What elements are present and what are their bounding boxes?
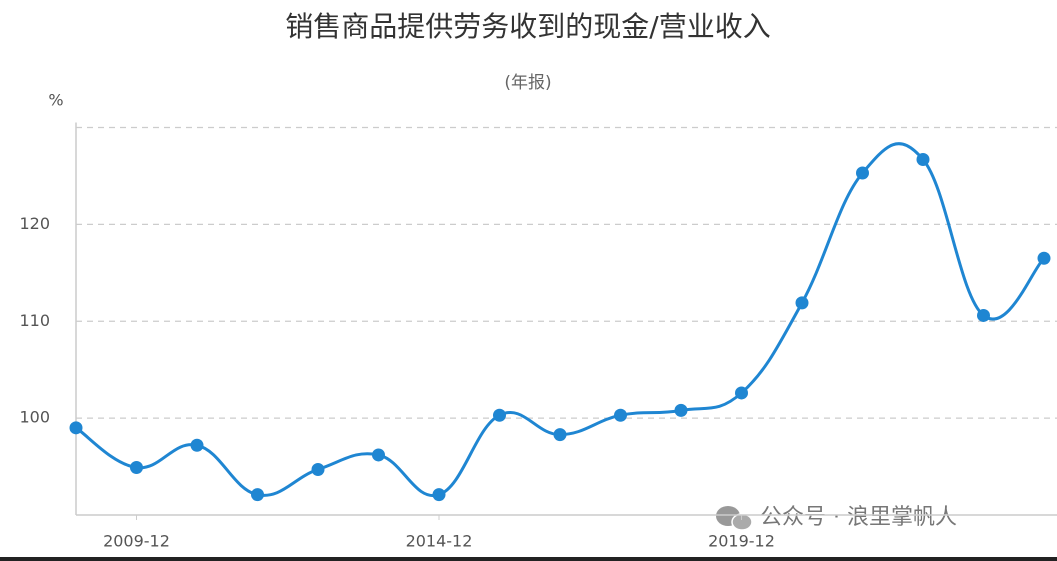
data-point: [190, 438, 204, 452]
chart-subtitle: (年报): [504, 73, 551, 93]
data-point: [493, 408, 506, 422]
y-tick-label: 110: [19, 311, 50, 330]
chart-title: 销售商品提供劳务收到的现金/营业收入: [285, 10, 770, 43]
data-point: [311, 462, 325, 476]
watermark-text: 公众号 · 浪里掌帆人: [760, 505, 957, 530]
data-point: [735, 386, 748, 400]
bottom-bar: [0, 557, 1057, 561]
data-point: [69, 421, 83, 435]
y-axis-unit: %: [48, 91, 63, 110]
data-point: [432, 488, 446, 502]
x-tick-label: 2009-12: [103, 532, 170, 551]
data-point: [856, 166, 869, 180]
x-tick-label: 2019-12: [708, 532, 775, 551]
line: [75, 142, 1046, 498]
y-tick-label: 100: [19, 408, 50, 427]
data-point: [130, 461, 143, 475]
data-point: [372, 448, 385, 462]
data-point: [1037, 251, 1051, 265]
y-tick-label: 120: [19, 214, 50, 233]
data-point: [977, 308, 990, 322]
data-point: [614, 408, 627, 422]
data-point: [916, 152, 930, 166]
x-tick-label: 2014-12: [406, 532, 473, 551]
data-point: [674, 403, 688, 417]
watermark-icon: [731, 513, 753, 531]
data-point: [251, 488, 264, 502]
data-point: [795, 296, 809, 310]
data-point: [553, 428, 567, 442]
watermark: 公众号 · 浪里掌帆人: [716, 505, 957, 531]
